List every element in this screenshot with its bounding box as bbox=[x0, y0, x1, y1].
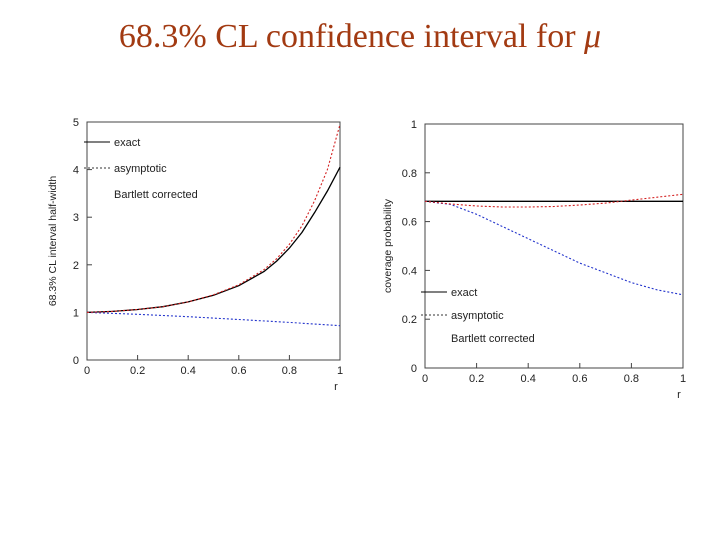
y-axis-label: coverage probability bbox=[382, 198, 394, 293]
legend-entry: asymptotic bbox=[451, 310, 504, 322]
y-tick-label: 3 bbox=[73, 212, 79, 224]
y-tick-label: 1 bbox=[411, 119, 417, 131]
x-tick-label: 0.6 bbox=[572, 373, 587, 385]
y-tick-label: 0 bbox=[73, 355, 79, 367]
y-tick-label: 0 bbox=[411, 363, 417, 375]
x-axis-label: r bbox=[677, 389, 681, 400]
legend-entry: asymptotic bbox=[114, 163, 167, 175]
x-tick-label: 0.8 bbox=[282, 365, 297, 377]
legend-entry: Bartlett corrected bbox=[114, 189, 198, 201]
coverage-chart: 0 0.2 0.4 0.6 0.8 1 0 0.2 0.4 0.6 0.8 1 r coverage pr… bbox=[382, 119, 686, 400]
y-tick-label: 2 bbox=[73, 260, 79, 272]
y-tick-label: 0.4 bbox=[402, 265, 417, 277]
slide-title-text: 68.3% CL confidence interval for bbox=[118, 18, 585, 55]
y-tick-label: 0.2 bbox=[402, 314, 417, 326]
halfwidth-chart: 0 0.2 0.4 0.6 0.8 1 0 1 2 3 4 5 r 68.3% CL interval h… bbox=[47, 117, 343, 393]
x-tick-label: 0.8 bbox=[624, 373, 639, 385]
x-tick-label: 0.4 bbox=[521, 373, 536, 385]
plot-frame bbox=[86, 121, 341, 361]
series-line-exact bbox=[86, 166, 341, 314]
plot-frame bbox=[424, 123, 684, 369]
x-tick-label: 1 bbox=[680, 373, 686, 385]
legend-entry: Bartlett corrected bbox=[451, 333, 535, 345]
x-axis-label: r bbox=[334, 381, 338, 393]
x-tick-label: 0.6 bbox=[231, 365, 246, 377]
y-tick-label: 1 bbox=[73, 307, 79, 319]
y-tick-label: 0.6 bbox=[402, 217, 417, 229]
legend-entry: exact bbox=[451, 287, 477, 299]
series-line-bartlett-corrected bbox=[86, 124, 341, 313]
series-line-asymptotic bbox=[424, 200, 684, 296]
y-tick-label: 0.8 bbox=[402, 168, 417, 180]
x-tick-label: 0.2 bbox=[130, 365, 145, 377]
series-line-asymptotic bbox=[86, 311, 341, 327]
slide-title-symbol: μ bbox=[584, 18, 602, 55]
series-line-bartlett-corrected bbox=[424, 193, 684, 208]
x-tick-label: 0 bbox=[84, 365, 90, 377]
slide-title: 68.3% CL confidence interval for μ bbox=[0, 18, 720, 56]
y-tick-label: 4 bbox=[73, 165, 79, 177]
x-tick-label: 1 bbox=[337, 365, 343, 377]
x-tick-label: 0.4 bbox=[181, 365, 196, 377]
y-axis-label: 68.3% CL interval half-width bbox=[47, 176, 59, 307]
y-tick-label: 5 bbox=[73, 117, 79, 129]
x-tick-label: 0.2 bbox=[469, 373, 484, 385]
legend-entry: exact bbox=[114, 137, 140, 149]
x-tick-label: 0 bbox=[422, 373, 428, 385]
